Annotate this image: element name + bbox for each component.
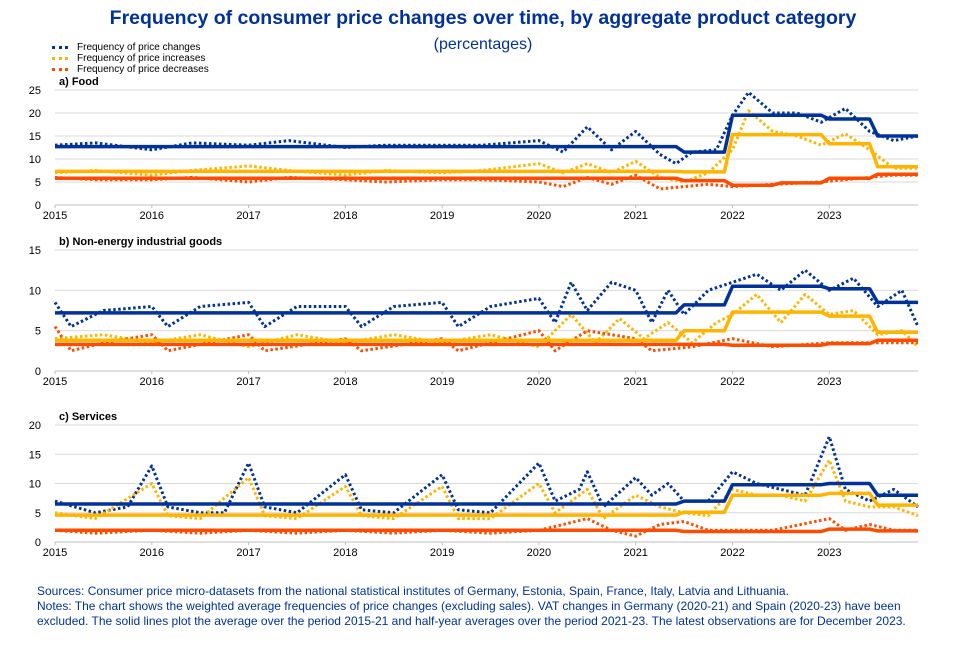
x-tick-label: 2018 <box>333 376 357 388</box>
series-line <box>55 481 918 506</box>
y-tick-label: 0 <box>35 537 41 549</box>
series-line <box>53 268 920 329</box>
x-tick-label: 2016 <box>140 376 164 388</box>
x-tick-label: 2017 <box>236 376 260 388</box>
legend-label: Frequency of price decreases <box>77 64 209 75</box>
series-line <box>55 338 918 347</box>
y-tick-label: 5 <box>35 508 41 520</box>
x-tick-label: 2018 <box>333 547 357 559</box>
x-tick-label: 2021 <box>623 376 647 388</box>
y-tick-label: 10 <box>29 154 41 166</box>
x-tick-label: 2015 <box>43 547 67 559</box>
x-tick-label: 2023 <box>817 210 841 222</box>
legend-item: Frequency of price changes <box>52 42 209 53</box>
series-line <box>55 172 918 187</box>
legend-swatch <box>52 46 68 49</box>
legend: Frequency of price changes Frequency of … <box>52 42 209 75</box>
panel-title: b) Non-energy industrial goods <box>59 236 222 248</box>
y-tick-label: 15 <box>29 449 41 461</box>
y-tick-label: 25 <box>29 85 41 97</box>
chart-title: Frequency of consumer price changes over… <box>109 7 857 29</box>
x-tick-label: 2019 <box>430 547 454 559</box>
y-tick-label: 0 <box>35 200 41 212</box>
x-tick-label: 2022 <box>720 547 744 559</box>
series-line <box>54 517 918 538</box>
y-tick-label: 10 <box>29 479 41 491</box>
x-tick-label: 2016 <box>140 547 164 559</box>
x-tick-label: 2018 <box>333 210 357 222</box>
legend-swatch <box>52 57 68 60</box>
x-tick-label: 2021 <box>623 547 647 559</box>
method-note: Notes: The chart shows the weighted aver… <box>37 599 906 628</box>
x-tick-label: 2019 <box>430 210 454 222</box>
x-tick-label: 2017 <box>236 547 260 559</box>
x-tick-label: 2016 <box>140 210 164 222</box>
x-tick-label: 2020 <box>527 210 551 222</box>
series-line <box>53 325 918 353</box>
y-tick-label: 15 <box>29 245 41 257</box>
panel-title: c) Services <box>59 411 117 423</box>
x-tick-label: 2023 <box>817 376 841 388</box>
series-line <box>55 527 918 534</box>
legend-swatch <box>52 68 68 71</box>
panel-title: a) Food <box>59 76 99 88</box>
series-line <box>54 435 919 515</box>
x-tick-label: 2023 <box>817 547 841 559</box>
y-tick-label: 20 <box>29 420 41 432</box>
y-tick-label: 5 <box>35 326 41 338</box>
legend-label: Frequency of price changes <box>77 42 201 53</box>
legend-item: Frequency of price increases <box>52 53 209 64</box>
x-tick-label: 2019 <box>430 376 454 388</box>
x-tick-label: 2022 <box>720 210 744 222</box>
x-tick-label: 2017 <box>236 210 260 222</box>
x-tick-label: 2015 <box>43 376 67 388</box>
y-tick-label: 15 <box>29 131 41 143</box>
series-line <box>54 458 919 521</box>
y-tick-label: 10 <box>29 285 41 297</box>
series-line <box>55 132 918 174</box>
series-line <box>55 113 918 154</box>
legend-label: Frequency of price increases <box>77 53 206 64</box>
x-tick-label: 2015 <box>43 210 67 222</box>
x-tick-label: 2022 <box>720 376 744 388</box>
chart-subtitle: (percentages) <box>433 36 533 53</box>
series-line <box>55 284 918 315</box>
series-line <box>55 491 918 517</box>
x-tick-label: 2020 <box>527 547 551 559</box>
x-tick-label: 2020 <box>527 376 551 388</box>
sources-note: Sources: Consumer price micro-datasets f… <box>37 584 789 598</box>
y-tick-label: 0 <box>35 366 41 378</box>
y-tick-label: 5 <box>35 177 41 189</box>
notes: Sources: Consumer price micro-datasets f… <box>37 584 927 629</box>
series-line <box>54 90 919 166</box>
legend-item: Frequency of price decreases <box>52 64 209 75</box>
y-tick-label: 20 <box>29 108 41 120</box>
x-tick-label: 2021 <box>623 210 647 222</box>
series-line <box>55 310 918 343</box>
